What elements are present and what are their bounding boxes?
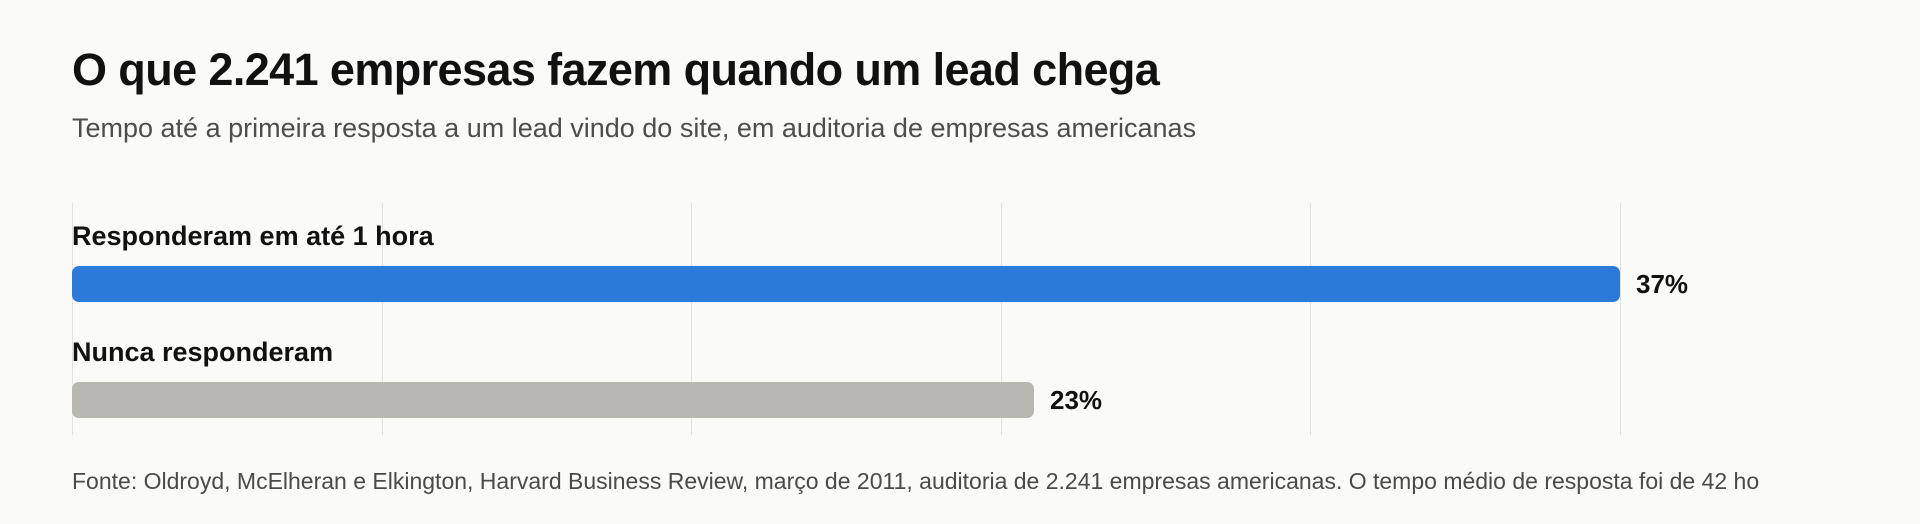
bar-value-label: 37% [1636, 269, 1689, 299]
bar [72, 266, 1620, 302]
gridline [382, 203, 383, 435]
bar-category-label: Responderam em até 1 hora [72, 221, 434, 251]
chart-title: O que 2.241 empresas fazem quando um lea… [72, 44, 1160, 95]
gridline [691, 203, 692, 435]
bar-value-label: 23% [1050, 385, 1103, 415]
gridline [1001, 203, 1002, 435]
gridline [1620, 203, 1621, 435]
bar-category-label: Nunca responderam [72, 337, 334, 367]
source-note: Fonte: Oldroyd, McElheran e Elkington, H… [72, 468, 1760, 494]
chart-subtitle: Tempo até a primeira resposta a um lead … [72, 113, 1197, 143]
bar-chart: Responderam em até 1 hora 37% Nunca respon… [72, 203, 1688, 435]
bar [72, 382, 1034, 418]
gridline [1310, 203, 1311, 435]
gridline [72, 203, 73, 435]
